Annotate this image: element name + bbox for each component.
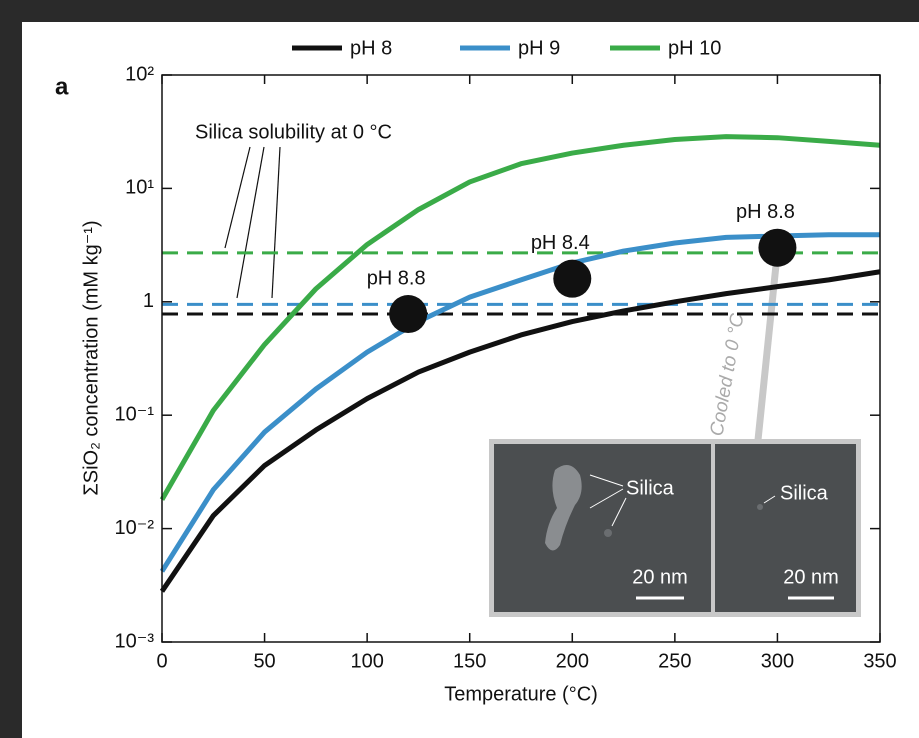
- x-tick-label: 350: [863, 650, 896, 672]
- particle: [757, 504, 763, 510]
- reference-label: Silica solubility at 0 °C: [195, 121, 392, 143]
- micrograph: [494, 444, 711, 612]
- series-line: [159, 269, 881, 593]
- y-tick-label: 10¹: [125, 177, 154, 199]
- x-tick-label: 100: [350, 650, 383, 672]
- data-point: [389, 295, 428, 334]
- inset: Silica 20 nm Silica 20 nm: [489, 439, 861, 617]
- series-line: [159, 134, 881, 501]
- y-axis-label: ΣSiO₂ concentration (mM kg⁻¹): [80, 220, 102, 495]
- point-label: pH 8.8: [367, 267, 426, 289]
- x-tick-label: 200: [556, 650, 589, 672]
- x-tick-label: 0: [156, 650, 167, 672]
- y-tick-label: 1: [143, 290, 154, 312]
- x-tick-label: 300: [761, 650, 794, 672]
- legend-label: pH 10: [668, 37, 721, 59]
- pointer: [763, 495, 776, 504]
- data-point: [553, 259, 592, 298]
- x-axis-label: Temperature (°C): [444, 683, 598, 705]
- y-tick-label: 10⁻²: [115, 517, 155, 539]
- data-point: [758, 228, 797, 267]
- particle: [604, 529, 612, 537]
- x-tick-label: 150: [453, 650, 486, 672]
- leader-line: [224, 146, 251, 249]
- y-tick-label: 10⁻¹: [115, 403, 155, 425]
- legend-label: pH 9: [518, 37, 560, 59]
- point-label: pH 8.8: [736, 201, 795, 223]
- y-tick-label: 10⁻³: [115, 630, 155, 652]
- leader-line: [236, 146, 265, 299]
- pointer: [589, 488, 624, 509]
- x-tick-label: 50: [253, 650, 275, 672]
- inset-label: Silica: [780, 482, 829, 504]
- scale-label: 20 nm: [632, 566, 688, 588]
- inset-label: Silica: [626, 477, 675, 499]
- point-label: pH 8.4: [531, 232, 590, 254]
- leader-line: [271, 146, 281, 299]
- pointer: [611, 497, 627, 527]
- connector: [754, 264, 780, 441]
- micrograph: [715, 444, 856, 612]
- legend-label: pH 8: [350, 37, 392, 59]
- x-tick-label: 250: [658, 650, 691, 672]
- particle: [545, 465, 582, 551]
- pointer: [589, 474, 624, 487]
- panel-background: [22, 22, 919, 738]
- panel-label: a: [55, 73, 69, 100]
- series-line: [159, 232, 880, 573]
- scale-label: 20 nm: [783, 566, 839, 588]
- y-tick-label: 10²: [125, 63, 154, 85]
- plot-frame: [161, 74, 881, 643]
